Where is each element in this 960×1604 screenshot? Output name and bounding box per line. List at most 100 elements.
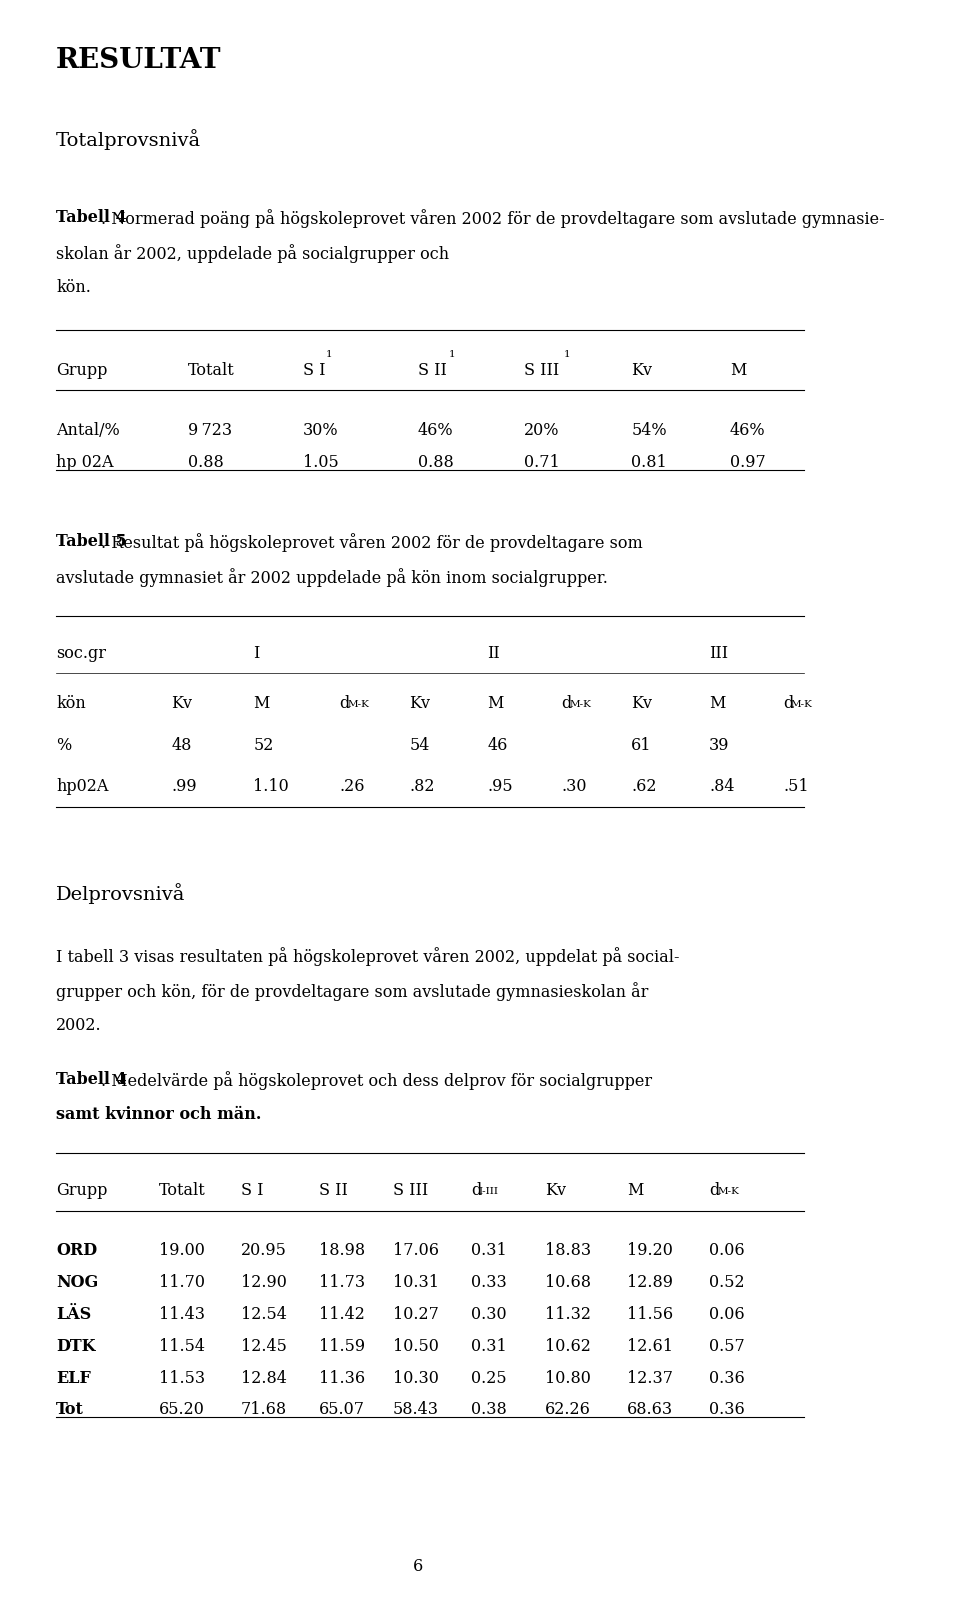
Text: 54%: 54% [631, 422, 667, 439]
Text: 48: 48 [171, 736, 192, 754]
Text: .95: .95 [488, 778, 513, 796]
Text: NOG: NOG [57, 1274, 99, 1291]
Text: 62.26: 62.26 [545, 1402, 590, 1418]
Text: 0.33: 0.33 [471, 1274, 507, 1291]
Text: 11.36: 11.36 [319, 1370, 365, 1387]
Text: 0.81: 0.81 [631, 454, 667, 470]
Text: 10.62: 10.62 [545, 1338, 590, 1355]
Text: d: d [340, 696, 349, 712]
Text: .84: .84 [709, 778, 734, 796]
Text: S I: S I [302, 361, 325, 379]
Text: .51: .51 [783, 778, 808, 796]
Text: . Medelvärde på högskoleprovet och dess delprov för socialgrupper: . Medelvärde på högskoleprovet och dess … [101, 1071, 652, 1089]
Text: skolan år 2002, uppdelade på socialgrupper och: skolan år 2002, uppdelade på socialgrupp… [57, 244, 449, 263]
Text: grupper och kön, för de provdeltagare som avslutade gymnasieskolan år: grupper och kön, för de provdeltagare so… [57, 982, 649, 1001]
Text: d: d [471, 1182, 481, 1200]
Text: 1: 1 [449, 350, 455, 359]
Text: Antal/%: Antal/% [57, 422, 120, 439]
Text: 61: 61 [631, 736, 652, 754]
Text: 18.83: 18.83 [545, 1243, 591, 1259]
Text: 0.06: 0.06 [709, 1306, 745, 1323]
Text: 0.71: 0.71 [524, 454, 560, 470]
Text: 10.30: 10.30 [393, 1370, 439, 1387]
Text: 12.84: 12.84 [241, 1370, 287, 1387]
Text: M-K: M-K [791, 701, 813, 709]
Text: 1: 1 [326, 350, 333, 359]
Text: 10.50: 10.50 [393, 1338, 439, 1355]
Text: M: M [709, 696, 726, 712]
Text: 52: 52 [253, 736, 274, 754]
Text: 65.20: 65.20 [159, 1402, 204, 1418]
Text: 11.73: 11.73 [319, 1274, 365, 1291]
Text: 19.20: 19.20 [627, 1243, 673, 1259]
Text: d: d [783, 696, 793, 712]
Text: hp 02A: hp 02A [57, 454, 113, 470]
Text: 10.31: 10.31 [393, 1274, 439, 1291]
Text: Kv: Kv [409, 696, 430, 712]
Text: 0.30: 0.30 [471, 1306, 507, 1323]
Text: RESULTAT: RESULTAT [57, 47, 222, 74]
Text: 1.10: 1.10 [253, 778, 289, 796]
Text: 20%: 20% [524, 422, 560, 439]
Text: 6: 6 [413, 1557, 422, 1575]
Text: 11.70: 11.70 [159, 1274, 204, 1291]
Text: S II: S II [319, 1182, 348, 1200]
Text: samt kvinnor och män.: samt kvinnor och män. [57, 1105, 262, 1123]
Text: Totalt: Totalt [187, 361, 234, 379]
Text: . Normerad poäng på högskoleprovet våren 2002 för de provdeltagare som avslutade: . Normerad poäng på högskoleprovet våren… [101, 209, 884, 228]
Text: 68.63: 68.63 [627, 1402, 673, 1418]
Text: M: M [488, 696, 504, 712]
Text: 12.37: 12.37 [627, 1370, 673, 1387]
Text: 0.88: 0.88 [187, 454, 224, 470]
Text: avslutade gymnasiet år 2002 uppdelade på kön inom socialgrupper.: avslutade gymnasiet år 2002 uppdelade på… [57, 568, 608, 587]
Text: 11.59: 11.59 [319, 1338, 365, 1355]
Text: 12.54: 12.54 [241, 1306, 287, 1323]
Text: kön.: kön. [57, 279, 91, 295]
Text: I-III: I-III [479, 1187, 499, 1197]
Text: ORD: ORD [57, 1243, 97, 1259]
Text: . Resultat på högskoleprovet våren 2002 för de provdeltagare som: . Resultat på högskoleprovet våren 2002 … [101, 533, 642, 552]
Text: .30: .30 [562, 778, 587, 796]
Text: M-K: M-K [348, 701, 370, 709]
Text: S III: S III [524, 361, 560, 379]
Text: .99: .99 [171, 778, 197, 796]
Text: III: III [709, 645, 729, 661]
Text: 1: 1 [564, 350, 570, 359]
Text: 12.45: 12.45 [241, 1338, 287, 1355]
Text: Kv: Kv [171, 696, 192, 712]
Text: S I: S I [241, 1182, 264, 1200]
Text: 2002.: 2002. [57, 1017, 102, 1033]
Text: 0.36: 0.36 [709, 1402, 745, 1418]
Text: M: M [627, 1182, 643, 1200]
Text: 39: 39 [709, 736, 730, 754]
Text: Tabell 4: Tabell 4 [57, 209, 127, 226]
Text: 58.43: 58.43 [393, 1402, 439, 1418]
Text: 0.38: 0.38 [471, 1402, 507, 1418]
Text: Grupp: Grupp [57, 361, 108, 379]
Text: LÄS: LÄS [57, 1306, 91, 1323]
Text: 46%: 46% [418, 422, 453, 439]
Text: 11.56: 11.56 [627, 1306, 673, 1323]
Text: ELF: ELF [57, 1370, 91, 1387]
Text: Tabell 5: Tabell 5 [57, 533, 127, 550]
Text: .26: .26 [340, 778, 365, 796]
Text: Kv: Kv [631, 361, 652, 379]
Text: 9 723: 9 723 [187, 422, 231, 439]
Text: 0.06: 0.06 [709, 1243, 745, 1259]
Text: 46: 46 [488, 736, 508, 754]
Text: d: d [709, 1182, 719, 1200]
Text: 18.98: 18.98 [319, 1243, 365, 1259]
Text: 10.80: 10.80 [545, 1370, 590, 1387]
Text: M-K: M-K [717, 1187, 739, 1197]
Text: hp02A: hp02A [57, 778, 108, 796]
Text: Kv: Kv [545, 1182, 566, 1200]
Text: .62: .62 [631, 778, 657, 796]
Text: S II: S II [418, 361, 446, 379]
Text: 0.97: 0.97 [730, 454, 765, 470]
Text: M: M [730, 361, 746, 379]
Text: 0.88: 0.88 [418, 454, 453, 470]
Text: M: M [253, 696, 270, 712]
Text: 17.06: 17.06 [393, 1243, 439, 1259]
Text: 0.36: 0.36 [709, 1370, 745, 1387]
Text: Grupp: Grupp [57, 1182, 108, 1200]
